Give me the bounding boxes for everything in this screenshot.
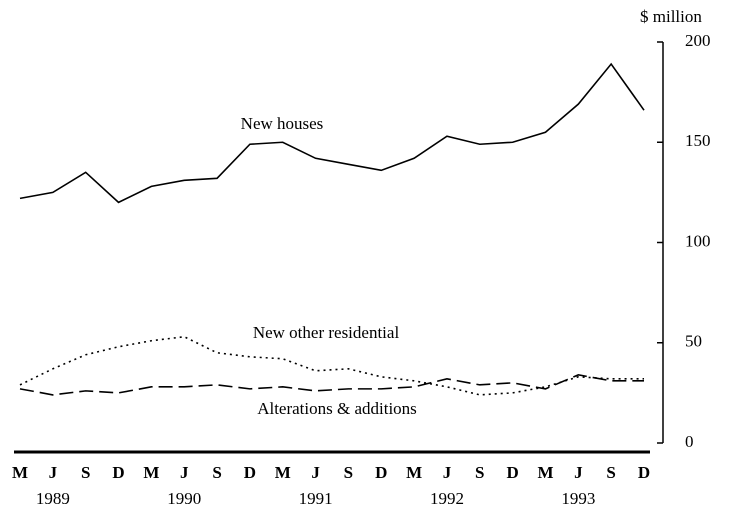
series-label: New houses	[241, 114, 324, 133]
x-tick-label: J	[180, 463, 189, 482]
series-label: New other residential	[253, 323, 400, 342]
x-tick-label: M	[143, 463, 159, 482]
x-tick-label: M	[12, 463, 28, 482]
year-label: 1992	[430, 489, 464, 508]
x-tick-label: D	[244, 463, 256, 482]
x-tick-label: S	[344, 463, 353, 482]
x-tick-label: S	[606, 463, 615, 482]
y-tick-label: 100	[685, 231, 711, 250]
y-tick-label: 50	[685, 332, 702, 351]
series-line	[19, 373, 644, 396]
x-tick-label: D	[375, 463, 387, 482]
x-tick-label: M	[406, 463, 422, 482]
y-unit-label: $ million	[640, 7, 702, 26]
series-label: Alterations & additions	[257, 399, 417, 418]
x-tick-label: J	[311, 463, 320, 482]
x-tick-label: J	[574, 463, 583, 482]
x-tick-label: D	[506, 463, 518, 482]
x-tick-label: S	[81, 463, 90, 482]
year-label: 1989	[36, 489, 70, 508]
x-tick-label: M	[275, 463, 291, 482]
x-tick-label: D	[638, 463, 650, 482]
series-line	[19, 62, 645, 204]
year-label: 1993	[561, 489, 595, 508]
y-tick-label: 150	[685, 131, 711, 150]
x-tick-label: M	[537, 463, 553, 482]
y-tick-label: 0	[685, 432, 694, 451]
x-tick-label: S	[212, 463, 221, 482]
series-line	[19, 335, 644, 396]
x-tick-label: J	[49, 463, 58, 482]
x-tick-label: D	[112, 463, 124, 482]
x-tick-label: J	[443, 463, 452, 482]
year-label: 1990	[167, 489, 201, 508]
year-label: 1991	[299, 489, 333, 508]
y-tick-label: 200	[685, 31, 711, 50]
x-tick-label: S	[475, 463, 484, 482]
